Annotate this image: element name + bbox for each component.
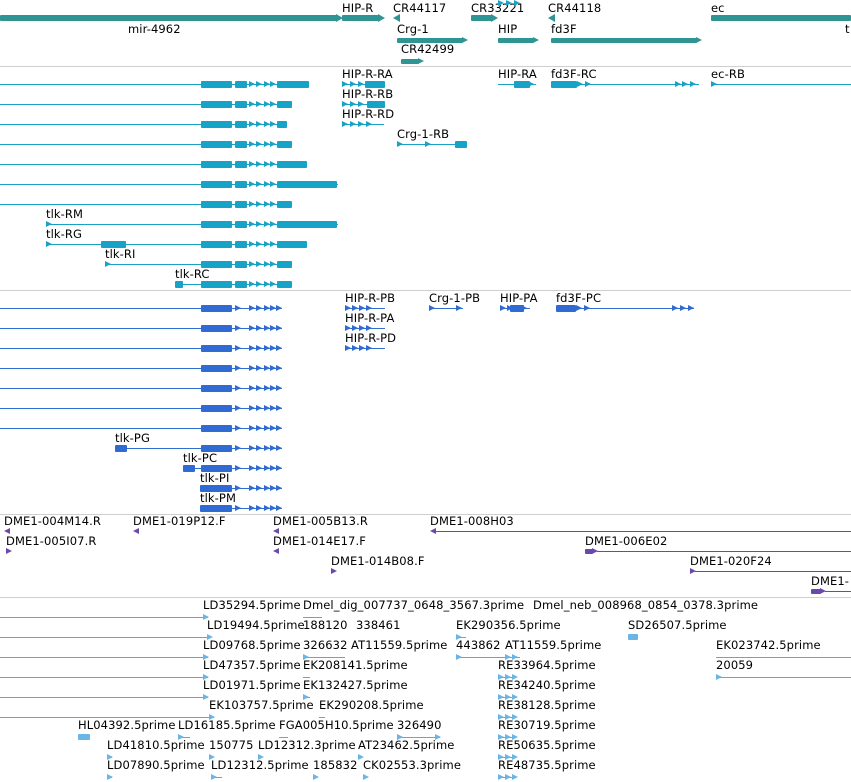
est-label: 188120 bbox=[303, 618, 348, 632]
gene-label: ec bbox=[711, 1, 725, 15]
est-label: LD41810.5prime bbox=[107, 738, 205, 752]
cds-label: tlk-PC bbox=[183, 451, 218, 465]
est-label: LD12312.3prime bbox=[258, 738, 356, 752]
est-label: 326490 bbox=[397, 718, 442, 732]
est-label: RE30719.5prime bbox=[498, 718, 596, 732]
gene-label: HIP-R bbox=[342, 1, 374, 15]
bac-label: DME1-005B13.R bbox=[273, 514, 368, 528]
est-label: 185832 bbox=[313, 758, 358, 772]
cds-label: tlk-PM bbox=[200, 491, 236, 505]
track-separator bbox=[0, 290, 851, 291]
est-label: 443862 bbox=[456, 638, 501, 652]
cds-label: HIP-R-PA bbox=[345, 311, 395, 325]
bac-label: DME1- bbox=[811, 574, 850, 588]
bac-label: DME1-008H03 bbox=[430, 514, 514, 528]
transcript-label: Crg-1-RB bbox=[397, 127, 450, 141]
est-label: EK132427.5prime bbox=[303, 678, 408, 692]
est-label: AT11559.5prime bbox=[351, 638, 448, 652]
est-label: LD09768.5prime bbox=[203, 638, 301, 652]
gene-label: CR44117 bbox=[393, 1, 447, 15]
est-label: 20059 bbox=[716, 658, 754, 672]
transcript-label: HIP-RA bbox=[498, 67, 537, 81]
est-label: RE48735.5prime bbox=[498, 758, 596, 772]
bac-label: DME1-014E17.F bbox=[273, 534, 366, 548]
gene-label: mir-4962 bbox=[128, 22, 181, 36]
est-label: LD01971.5prime bbox=[203, 678, 301, 692]
est-label: EK103757.5prime bbox=[209, 698, 314, 712]
gene-label: t bbox=[845, 22, 850, 36]
cds-label: HIP-R-PD bbox=[345, 331, 397, 345]
transcript-label: HIP-R-RD bbox=[342, 107, 395, 121]
cds-label: tlk-PG bbox=[115, 431, 150, 445]
bac-label: DME1-004M14.R bbox=[4, 514, 101, 528]
cds-label: tlk-PI bbox=[200, 471, 230, 485]
est-label: Dmel_neb_008968_0854_0378.3prime bbox=[533, 598, 759, 612]
est-label: 326632 bbox=[303, 638, 348, 652]
transcript-label: tlk-RI bbox=[105, 247, 136, 261]
bac-label: DME1-005I07.R bbox=[6, 534, 97, 548]
transcript-label: tlk-RM bbox=[46, 207, 84, 221]
est-label: Dmel_dig_007737_0648_3567.3prime bbox=[303, 598, 525, 612]
est-label: LD35294.5prime bbox=[203, 598, 301, 612]
est-label: AT23462.5prime bbox=[358, 738, 455, 752]
est-label: RE38128.5prime bbox=[498, 698, 596, 712]
est-label: FGA005H10.5prime bbox=[279, 718, 394, 732]
transcript-label: ec-RB bbox=[711, 67, 745, 81]
gene-label: HIP bbox=[498, 22, 518, 36]
est-label: AT11559.5prime bbox=[505, 638, 602, 652]
est-label: EK208141.5prime bbox=[303, 658, 408, 672]
est-label: EK023742.5prime bbox=[716, 638, 821, 652]
gene-label: Crg-1 bbox=[397, 22, 429, 36]
est-label: RE34240.5prime bbox=[498, 678, 596, 692]
est-label: CK02553.3prime bbox=[363, 758, 462, 772]
est-label: HL04392.5prime bbox=[78, 718, 176, 732]
gene-label: fd3F bbox=[551, 22, 577, 36]
bac-label: DME1-019P12.F bbox=[133, 514, 226, 528]
track-separator bbox=[0, 597, 851, 598]
transcript-label: HIP-R-RB bbox=[342, 87, 394, 101]
transcript-label: tlk-RC bbox=[175, 267, 210, 281]
est-label: SD26507.5prime bbox=[628, 618, 727, 632]
est-label: LD47357.5prime bbox=[203, 658, 301, 672]
est-label: LD16185.5prime bbox=[178, 718, 276, 732]
track-separator bbox=[0, 66, 851, 67]
cds-label: HIP-PA bbox=[500, 291, 538, 305]
track-separator bbox=[0, 514, 851, 515]
gene-label: CR44118 bbox=[548, 1, 602, 15]
est-label: LD07890.5prime bbox=[107, 758, 205, 772]
est-label: RE50635.5prime bbox=[498, 738, 596, 752]
est-label: 338461 bbox=[356, 618, 401, 632]
cds-label: Crg-1-PB bbox=[429, 291, 481, 305]
bac-label: DME1-020F24 bbox=[690, 554, 772, 568]
transcript-label: HIP-R-RA bbox=[342, 67, 393, 81]
est-label: 150775 bbox=[209, 738, 254, 752]
bac-label: DME1-006E02 bbox=[585, 534, 668, 548]
est-label: LD12312.5prime bbox=[211, 758, 309, 772]
cds-label: HIP-R-PB bbox=[345, 291, 396, 305]
est-label: RE33964.5prime bbox=[498, 658, 596, 672]
gene-label: CR42499 bbox=[401, 42, 455, 56]
cds-label: fd3F-PC bbox=[556, 291, 602, 305]
bac-label: DME1-014B08.F bbox=[331, 554, 425, 568]
transcript-label: fd3F-RC bbox=[551, 67, 597, 81]
est-label: EK290208.5prime bbox=[319, 698, 424, 712]
est-label: EK290356.5prime bbox=[456, 618, 561, 632]
transcript-label: tlk-RG bbox=[46, 227, 83, 241]
est-label: LD19494.5prime bbox=[207, 618, 305, 632]
